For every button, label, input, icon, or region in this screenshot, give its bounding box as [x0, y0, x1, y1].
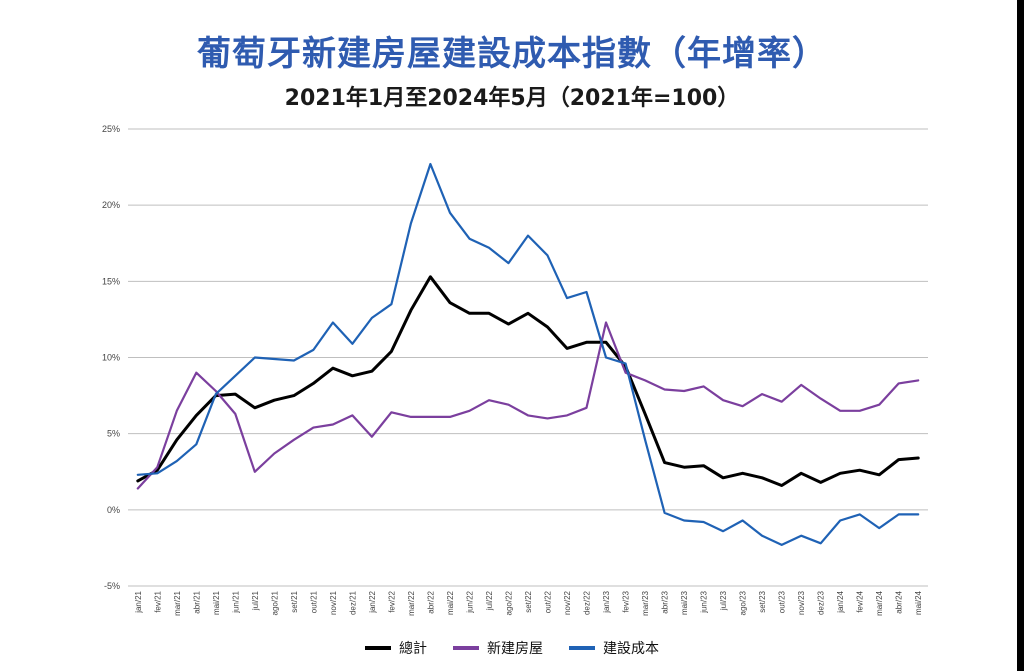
x-tick-label: mar/22	[407, 590, 416, 615]
x-tick-label: mai/23	[680, 590, 689, 615]
x-tick-label: out/22	[544, 590, 553, 613]
legend: 總計 新建房屋 建設成本	[0, 638, 1024, 658]
legend-swatch	[453, 646, 479, 650]
x-tick-label: dez/21	[348, 590, 357, 615]
x-tick-label: set/23	[758, 590, 767, 612]
legend-label: 建設成本	[603, 641, 659, 657]
x-tick-label: mar/21	[173, 590, 182, 615]
series-line-2	[136, 162, 920, 547]
x-tick-label: jan/21	[134, 590, 143, 613]
x-tick-label: set/21	[290, 590, 299, 612]
x-tick-label: ago/22	[504, 590, 513, 615]
x-tick-label: abr/23	[661, 590, 670, 613]
x-tick-label: ago/23	[739, 590, 748, 615]
x-tick-label: jul/22	[485, 590, 494, 611]
x-tick-label: out/21	[309, 590, 318, 613]
series-line-1	[136, 321, 920, 490]
y-tick-label: 15%	[102, 276, 120, 286]
chart-subtitle: 2021年1月至2024年5月（2021年=100）	[284, 86, 740, 111]
line-chart: 25% 20% 15% 10% 5% 0% -5% jan/21 fev/21 mar/21 ab…	[102, 124, 928, 616]
x-tick-label: abr/24	[895, 590, 904, 613]
x-tick-label: fev/21	[153, 590, 162, 612]
x-tick-label: out/23	[778, 590, 787, 613]
x-tick-label: mai/21	[212, 590, 221, 615]
x-tick-label: jan/23	[602, 590, 611, 613]
legend-label: 總計	[399, 641, 427, 657]
x-axis-ticks: jan/21 fev/21 mar/21 abr/21 mai/21 jun/21 jul/…	[134, 590, 923, 615]
x-tick-label: fev/23	[622, 590, 631, 612]
x-tick-label: jul/21	[251, 590, 260, 611]
x-tick-label: abr/22	[426, 590, 435, 613]
series-line-0	[136, 275, 920, 487]
legend-label: 新建房屋	[487, 641, 543, 657]
y-tick-label: 0%	[107, 505, 120, 515]
x-tick-label: jul/23	[719, 590, 728, 611]
x-tick-label: fev/22	[387, 590, 396, 612]
x-tick-label: mai/22	[446, 590, 455, 615]
x-tick-label: nov/23	[797, 590, 806, 615]
chart-title: 葡萄牙新建房屋建設成本指數（年增率）	[197, 34, 827, 74]
legend-item: 總計	[365, 638, 427, 658]
y-tick-label: 20%	[102, 200, 120, 210]
x-tick-label: dez/23	[817, 590, 826, 615]
x-tick-label: jun/23	[700, 590, 709, 613]
x-tick-label: jun/22	[465, 590, 474, 613]
y-axis-ticks: 25% 20% 15% 10% 5% 0% -5%	[102, 124, 120, 591]
x-tick-label: ago/21	[270, 590, 279, 615]
grid-lines	[128, 128, 928, 587]
x-tick-label: mai/24	[914, 590, 923, 615]
series-lines	[136, 162, 920, 547]
legend-swatch	[365, 646, 391, 650]
x-tick-label: set/22	[524, 590, 533, 612]
legend-item: 建設成本	[569, 638, 659, 658]
x-tick-label: abr/21	[192, 590, 201, 613]
y-tick-label: 5%	[107, 429, 120, 439]
x-tick-label: mar/24	[875, 590, 884, 615]
x-tick-label: fev/24	[856, 590, 865, 612]
x-tick-label: jan/22	[368, 590, 377, 613]
x-tick-label: mar/23	[641, 590, 650, 615]
x-tick-label: jan/24	[836, 590, 845, 613]
legend-item: 新建房屋	[453, 638, 543, 658]
legend-swatch	[569, 646, 595, 650]
x-tick-label: nov/22	[563, 590, 572, 615]
x-tick-label: jun/21	[231, 590, 240, 613]
x-tick-label: dez/22	[583, 590, 592, 615]
x-tick-label: nov/21	[329, 590, 338, 615]
y-tick-label: 25%	[102, 124, 120, 134]
right-edge-strip	[1017, 0, 1024, 671]
y-tick-label: 10%	[102, 353, 120, 363]
y-tick-label: -5%	[104, 581, 120, 591]
